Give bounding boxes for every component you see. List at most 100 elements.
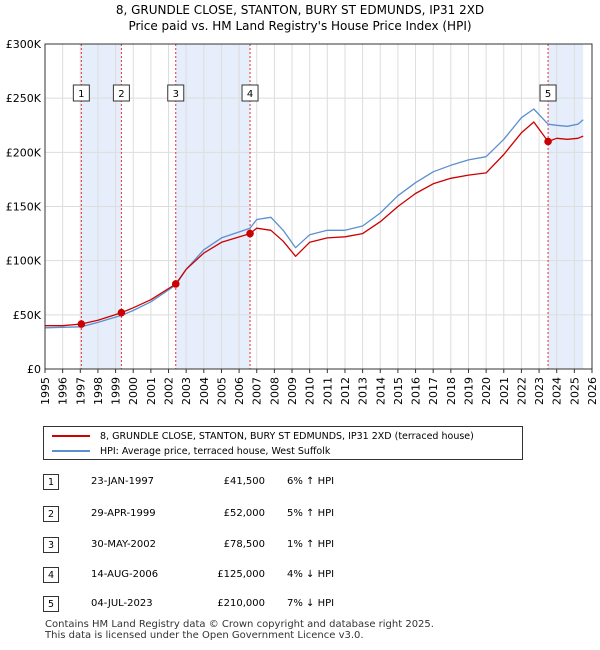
footer-credits: Contains HM Land Registry data © Crown c… (45, 619, 434, 641)
transaction-number: 3 (43, 537, 59, 553)
x-tick-label: 2010 (304, 377, 317, 405)
x-tick-label: 1996 (57, 377, 70, 405)
x-tick-label: 2002 (163, 377, 176, 405)
transaction-number: 1 (43, 474, 59, 490)
x-tick-label: 2000 (127, 377, 140, 405)
transaction-label-box (167, 84, 185, 102)
x-tick-label: 2024 (551, 377, 564, 405)
transaction-date: 04-JUL-2023 (91, 598, 153, 609)
x-tick-label: 1997 (74, 377, 87, 405)
transaction-hpi-diff: 5% ↑ HPI (287, 508, 335, 519)
transaction-point (544, 137, 552, 146)
legend-label-property: 8, GRUNDLE CLOSE, STANTON, BURY ST EDMUN… (100, 430, 474, 442)
transaction-label-box (72, 84, 90, 102)
x-tick-label: 2001 (145, 377, 158, 405)
x-tick-label: 2022 (515, 377, 528, 405)
x-tick-label: 2008 (268, 377, 281, 405)
transaction-points (77, 137, 552, 328)
table-row: 5 04-JUL-2023 £210,000 7% ↓ HPI (43, 596, 463, 612)
transaction-date: 30-MAY-2002 (91, 539, 157, 550)
x-tick-label: 2004 (198, 377, 211, 405)
transaction-date: 14-AUG-2006 (91, 569, 159, 580)
transaction-label-box (112, 84, 130, 102)
series-line-property (45, 121, 584, 327)
chart-subtitle: Price paid vs. HM Land Registry's House … (128, 19, 471, 33)
axes: £0 £50K £100K £150K £200K £250K £300K 1995 1996 1… (6, 38, 599, 405)
transaction-price: £52,000 (223, 508, 265, 519)
x-tick-label: 2021 (498, 377, 511, 405)
x-tick-label: 2020 (480, 377, 493, 405)
x-tick-label: 2014 (374, 377, 387, 405)
transaction-label-number: 2 (118, 89, 124, 100)
y-tick-label: £250K (6, 92, 42, 105)
transaction-point (171, 280, 180, 288)
transaction-date: 23-JAN-1997 (91, 476, 155, 487)
table-row: 4 14-AUG-2006 £125,000 4% ↓ HPI (43, 567, 463, 583)
transaction-price: £78,500 (223, 539, 265, 550)
transaction-label-box (539, 84, 557, 102)
footer-licence: This data is licensed under the Open Gov… (45, 630, 364, 641)
chart-title: 8, GRUNDLE CLOSE, STANTON, BURY ST EDMUN… (116, 3, 484, 17)
transaction-label-box (241, 84, 259, 102)
legend-item-property: 8, GRUNDLE CLOSE, STANTON, BURY ST EDMUN… (52, 428, 474, 444)
price-chart: 8, GRUNDLE CLOSE, STANTON, BURY ST EDMUN… (6, 3, 599, 405)
transaction-point (246, 229, 254, 238)
table-row: 2 29-APR-1999 £52,000 5% ↑ HPI (43, 506, 463, 522)
x-tick-label: 2018 (445, 377, 458, 405)
chart-legend: 8, GRUNDLE CLOSE, STANTON, BURY ST EDMUN… (43, 426, 523, 460)
x-tick-label: 2011 (321, 377, 334, 405)
legend-label-hpi: HPI: Average price, terraced house, West… (100, 445, 331, 457)
y-tick-label: £200K (6, 146, 42, 159)
legend-swatch-property (52, 435, 90, 437)
transaction-date: 29-APR-1999 (91, 508, 156, 519)
x-tick-label: 2025 (568, 377, 581, 405)
x-tick-label: 2017 (427, 377, 440, 405)
x-tick-label: 2005 (215, 377, 228, 405)
transaction-label-number: 1 (78, 89, 84, 100)
grid-lines (44, 43, 593, 370)
x-tick-label: 2006 (233, 377, 246, 405)
x-tick-label: 2009 (286, 377, 299, 405)
transaction-price: £125,000 (217, 569, 265, 580)
x-tick-label: 2003 (180, 377, 193, 405)
transaction-hpi-diff: 6% ↑ HPI (287, 476, 335, 487)
table-row: 1 23-JAN-1997 £41,500 6% ↑ HPI (43, 474, 463, 490)
x-tick-label: 2012 (339, 377, 352, 405)
x-tick-label: 2019 (462, 377, 475, 405)
transaction-number: 4 (43, 567, 59, 583)
x-tick-label: 1998 (92, 377, 105, 405)
transaction-hpi-diff: 7% ↓ HPI (287, 598, 335, 609)
y-tick-label: £150K (6, 201, 42, 214)
table-row: 3 30-MAY-2002 £78,500 1% ↑ HPI (43, 537, 463, 553)
transaction-label-number: 4 (247, 89, 253, 100)
transaction-number: 2 (43, 506, 59, 522)
transaction-labels: 1 2 3 4 5 (72, 84, 557, 102)
x-tick-label: 1999 (110, 377, 123, 405)
transaction-price: £41,500 (223, 476, 265, 487)
x-tick-label: 2013 (357, 377, 370, 405)
footer-copyright: Contains HM Land Registry data © Crown c… (45, 619, 434, 630)
transaction-price: £210,000 (217, 598, 265, 609)
y-tick-label: £0 (27, 363, 41, 376)
transaction-number: 5 (43, 596, 59, 612)
series-lines (44, 108, 584, 329)
y-tick-label: £300K (6, 38, 42, 51)
x-tick-label: 1995 (39, 377, 52, 405)
transaction-point (77, 320, 86, 328)
transaction-label-number: 3 (173, 89, 179, 100)
legend-item-hpi: HPI: Average price, terraced house, West… (52, 443, 330, 459)
x-tick-label: 2023 (533, 377, 546, 405)
x-tick-label: 2015 (392, 377, 405, 405)
series-line-hpi (44, 108, 584, 329)
transaction-label-number: 5 (545, 89, 551, 100)
x-tick-label: 2016 (410, 377, 423, 405)
y-tick-label: £50K (13, 309, 42, 322)
transaction-point (117, 308, 126, 317)
plot-frame (44, 43, 593, 370)
x-tick-label: 2026 (586, 377, 599, 405)
transaction-hpi-diff: 4% ↓ HPI (287, 569, 335, 580)
legend-swatch-hpi (52, 450, 90, 452)
y-tick-label: £100K (6, 255, 42, 268)
x-tick-label: 2007 (251, 377, 264, 405)
transaction-hpi-diff: 1% ↑ HPI (287, 539, 335, 550)
